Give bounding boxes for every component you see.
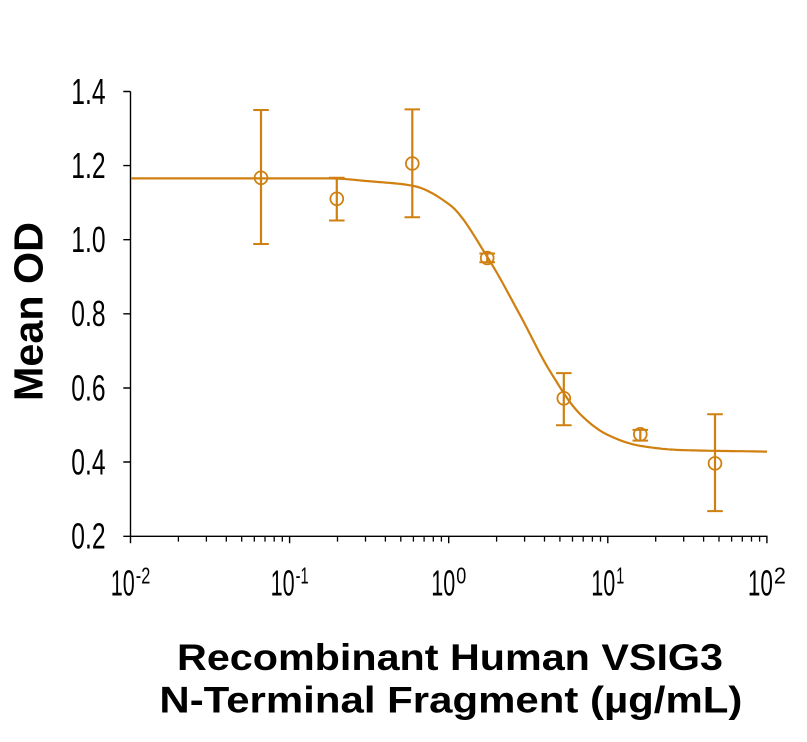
svg-text:10: 10 <box>591 563 615 604</box>
svg-text:0.2: 0.2 <box>71 516 105 557</box>
svg-text:-2: -2 <box>136 563 151 589</box>
svg-text:1.2: 1.2 <box>71 145 105 186</box>
svg-text:0: 0 <box>456 563 466 589</box>
svg-text:10: 10 <box>748 563 773 604</box>
svg-text:10: 10 <box>111 563 135 604</box>
svg-text:1.4: 1.4 <box>71 71 105 112</box>
svg-text:0.4: 0.4 <box>71 441 105 482</box>
svg-text:Mean OD: Mean OD <box>5 222 51 401</box>
svg-text:-1: -1 <box>296 563 309 589</box>
svg-text:10: 10 <box>431 563 455 604</box>
svg-text:1.0: 1.0 <box>71 219 105 260</box>
svg-text:10: 10 <box>271 563 295 604</box>
svg-text:0.6: 0.6 <box>71 367 105 408</box>
svg-text:0.8: 0.8 <box>71 293 105 334</box>
svg-text:1: 1 <box>616 563 624 589</box>
svg-text:2: 2 <box>774 563 786 589</box>
svg-text:Recombinant Human VSIG3: Recombinant Human VSIG3 <box>177 636 723 678</box>
svg-text:N-Terminal Fragment (µg/mL): N-Terminal Fragment (µg/mL) <box>159 679 742 721</box>
